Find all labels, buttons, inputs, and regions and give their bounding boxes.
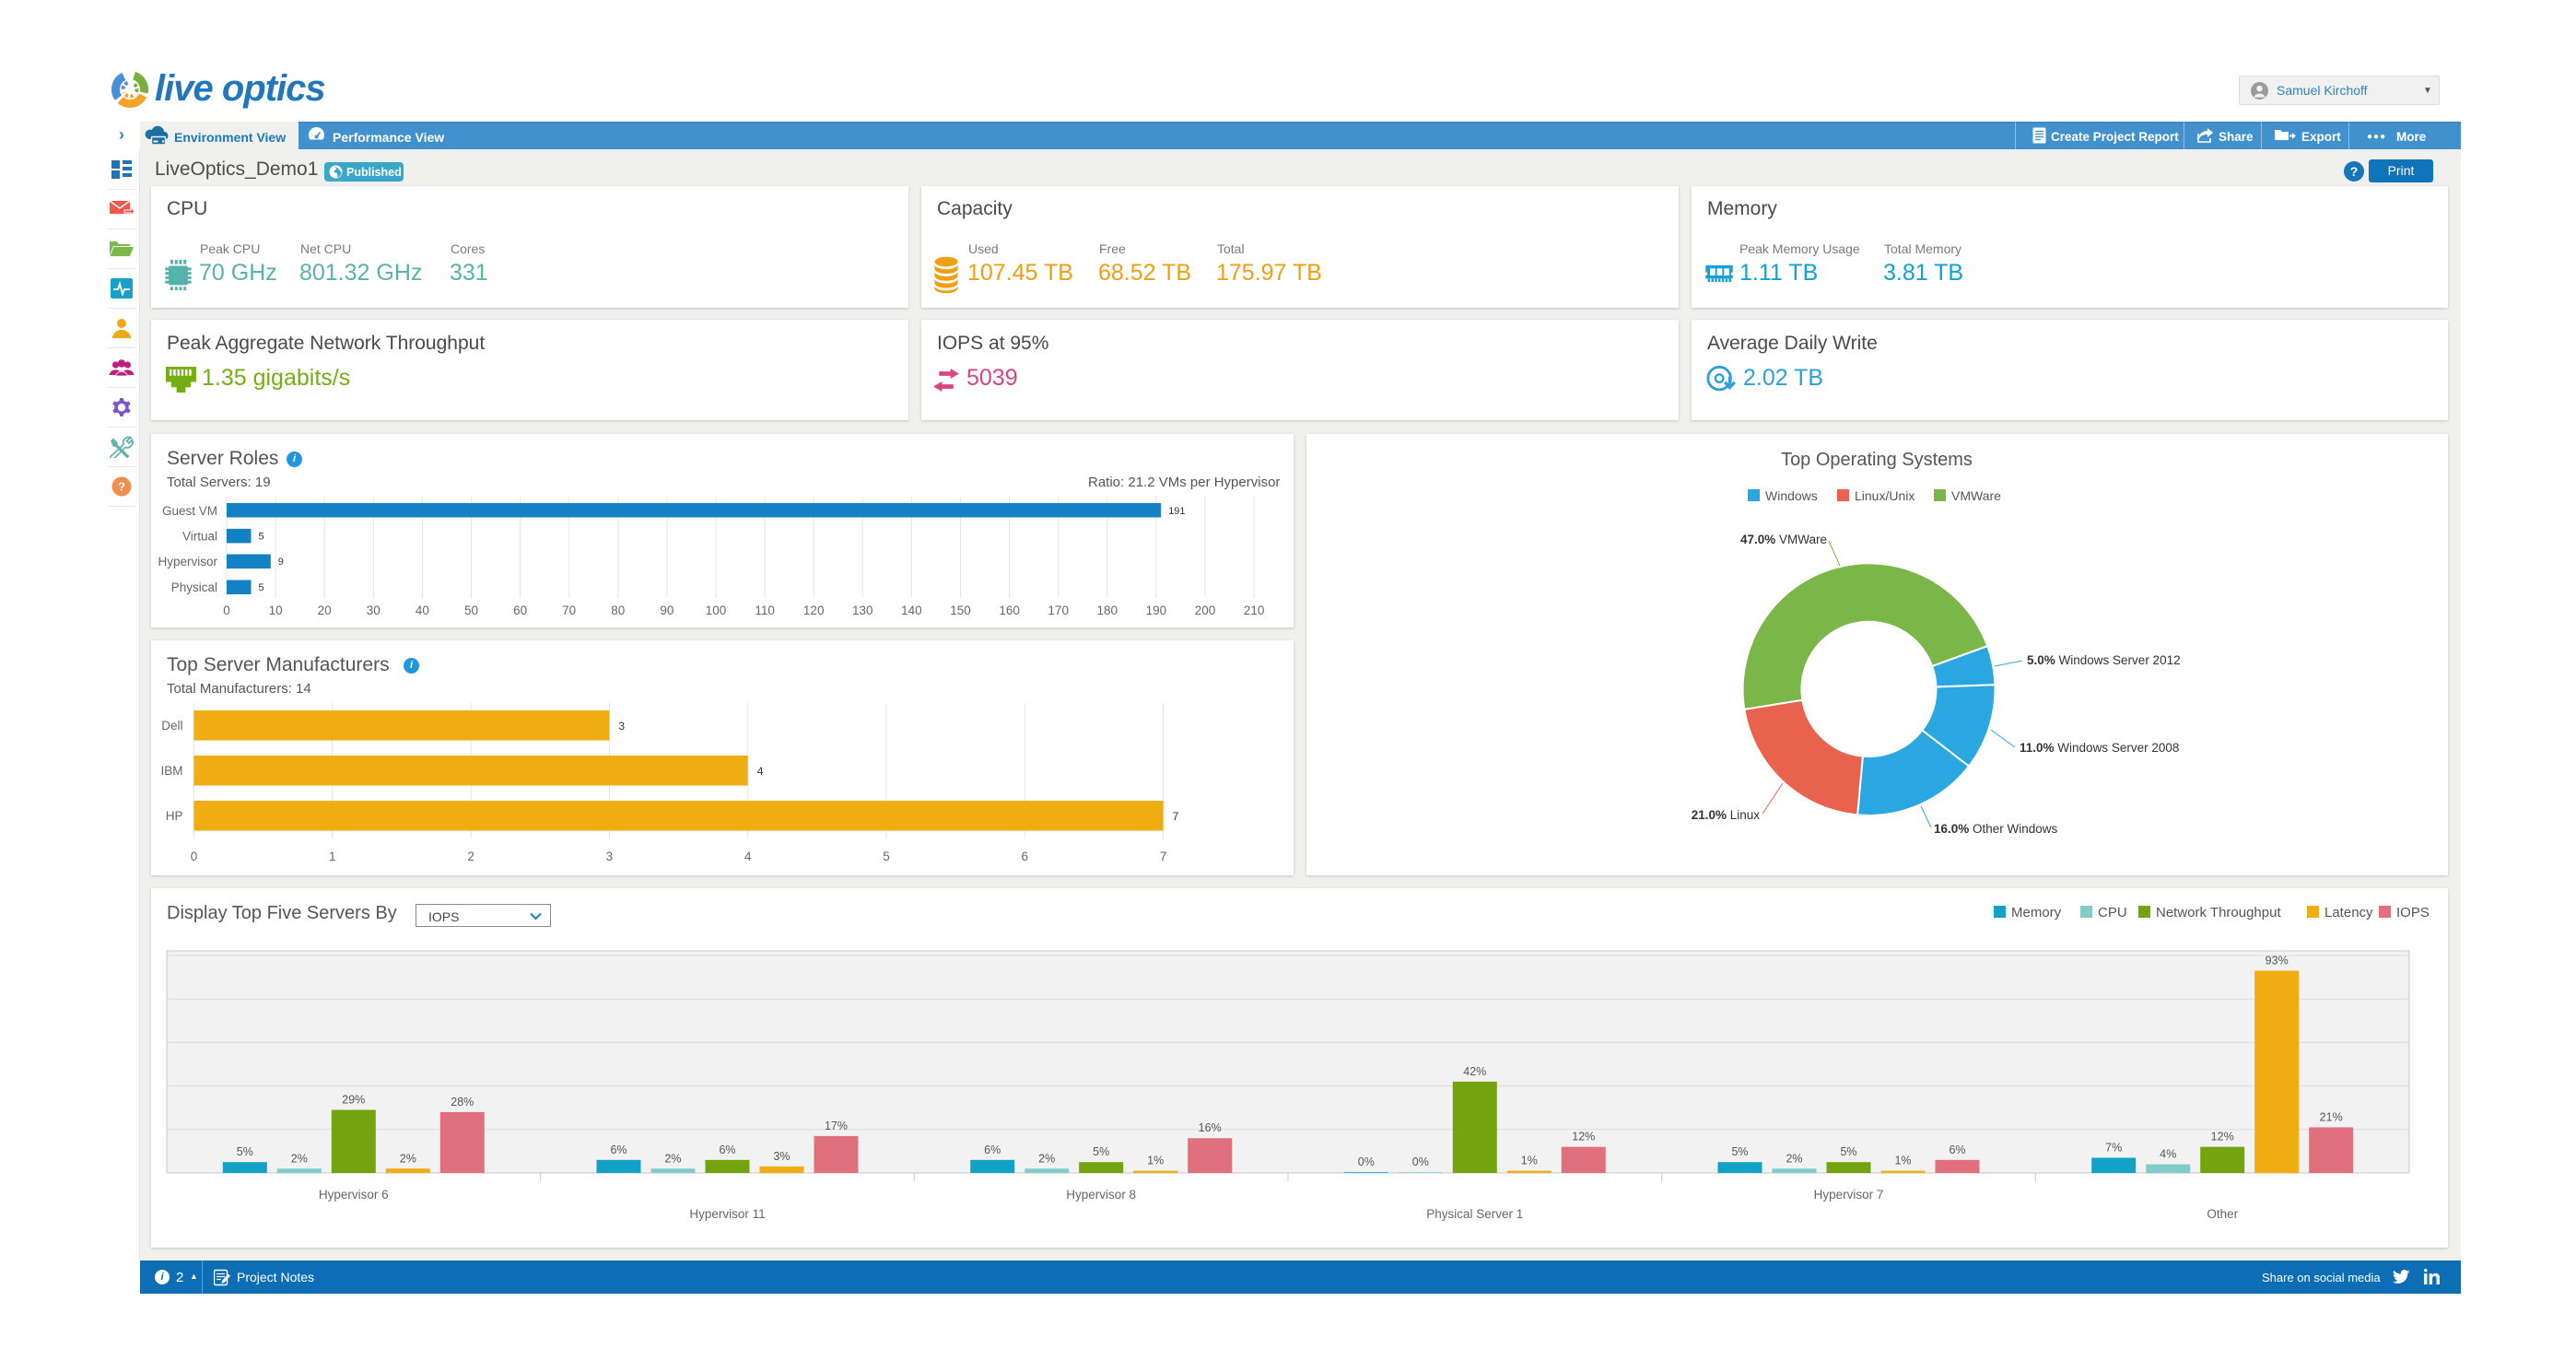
svg-text:0%: 0% (1358, 1155, 1375, 1168)
svg-text:190: 190 (1146, 604, 1167, 617)
svg-text:Hypervisor 7: Hypervisor 7 (1814, 1188, 1884, 1202)
svg-text:130: 130 (852, 604, 873, 617)
svg-text:Memory: Memory (2011, 905, 2062, 921)
svg-text:Hypervisor 6: Hypervisor 6 (319, 1188, 389, 1202)
svg-text:120: 120 (803, 604, 825, 617)
svg-text:21.0% Linux: 21.0% Linux (1692, 808, 1761, 822)
svg-text:16.0% Other Windows: 16.0% Other Windows (1934, 822, 2058, 836)
svg-text:21%: 21% (2320, 1110, 2343, 1123)
svg-text:6%: 6% (1949, 1143, 1965, 1156)
svg-text:1: 1 (329, 850, 336, 863)
svg-text:0%: 0% (1412, 1155, 1429, 1168)
svg-text:IOPS: IOPS (2396, 905, 2430, 921)
svg-text:9: 9 (278, 557, 284, 568)
svg-text:4: 4 (757, 765, 764, 778)
svg-text:6: 6 (1022, 850, 1029, 863)
svg-text:5.0% Windows Server 2012: 5.0% Windows Server 2012 (2027, 653, 2181, 667)
svg-text:Windows: Windows (1765, 488, 1818, 503)
svg-text:Guest VM: Guest VM (162, 504, 217, 518)
svg-text:20: 20 (318, 604, 332, 617)
svg-text:5: 5 (259, 582, 264, 593)
svg-text:42%: 42% (1463, 1065, 1486, 1078)
svg-text:10: 10 (269, 604, 283, 617)
svg-text:191: 191 (1168, 506, 1185, 517)
svg-text:Other: Other (2207, 1207, 2238, 1221)
svg-text:70: 70 (562, 604, 576, 617)
svg-text:5%: 5% (1093, 1145, 1109, 1158)
svg-text:12%: 12% (2211, 1131, 2234, 1143)
svg-text:5%: 5% (1731, 1145, 1748, 1158)
svg-text:2%: 2% (1038, 1152, 1055, 1165)
svg-text:4%: 4% (2160, 1148, 2176, 1161)
svg-text:5: 5 (883, 850, 890, 863)
svg-text:1%: 1% (1521, 1155, 1538, 1167)
svg-text:0: 0 (223, 604, 230, 617)
svg-text:1%: 1% (1894, 1155, 1911, 1167)
svg-text:40: 40 (416, 604, 429, 617)
svg-text:2%: 2% (1786, 1152, 1802, 1165)
svg-text:Dell: Dell (161, 719, 182, 733)
svg-text:30: 30 (367, 604, 381, 617)
svg-text:200: 200 (1195, 604, 1216, 617)
svg-text:Network Throughput: Network Throughput (2156, 905, 2281, 921)
svg-text:50: 50 (464, 604, 478, 617)
svg-text:2%: 2% (664, 1152, 681, 1165)
svg-text:60: 60 (513, 604, 527, 617)
svg-text:2%: 2% (400, 1152, 416, 1165)
svg-text:16%: 16% (1199, 1121, 1222, 1134)
svg-text:1%: 1% (1147, 1155, 1164, 1167)
svg-text:3: 3 (618, 720, 625, 733)
svg-text:170: 170 (1048, 604, 1069, 617)
svg-text:6%: 6% (719, 1143, 735, 1156)
svg-text:80: 80 (611, 604, 625, 617)
svg-text:IBM: IBM (160, 764, 182, 778)
svg-text:5%: 5% (237, 1145, 253, 1158)
svg-text:110: 110 (755, 604, 775, 617)
svg-text:7: 7 (1160, 850, 1167, 863)
svg-text:0: 0 (191, 850, 198, 863)
svg-text:29%: 29% (342, 1094, 365, 1107)
svg-text:Linux/Unix: Linux/Unix (1855, 488, 1914, 503)
svg-text:CPU: CPU (2098, 905, 2127, 921)
svg-text:?: ? (118, 480, 125, 494)
svg-text:Hypervisor 11: Hypervisor 11 (689, 1207, 765, 1221)
svg-text:Hypervisor 8: Hypervisor 8 (1066, 1188, 1136, 1202)
svg-text:12%: 12% (1572, 1131, 1595, 1143)
svg-text:HP: HP (166, 809, 183, 823)
svg-text:7: 7 (1173, 810, 1179, 823)
svg-text:Hypervisor: Hypervisor (158, 555, 217, 569)
svg-text:Virtual: Virtual (182, 530, 217, 544)
svg-text:210: 210 (1244, 604, 1265, 617)
svg-text:4: 4 (744, 850, 752, 863)
svg-text:3: 3 (606, 850, 614, 863)
svg-text:5%: 5% (1840, 1145, 1856, 1158)
svg-text:7%: 7% (2105, 1142, 2122, 1155)
svg-text:Top Operating Systems: Top Operating Systems (1781, 450, 1973, 470)
svg-text:90: 90 (660, 604, 673, 617)
svg-text:11.0% Windows Server 2008: 11.0% Windows Server 2008 (2020, 741, 2179, 755)
svg-text:160: 160 (999, 604, 1020, 617)
svg-text:180: 180 (1097, 604, 1118, 617)
svg-text:VMWare: VMWare (1951, 488, 2001, 503)
svg-text:140: 140 (901, 604, 922, 617)
svg-text:Physical Server 1: Physical Server 1 (1426, 1207, 1523, 1221)
svg-text:2: 2 (467, 850, 474, 863)
svg-text:93%: 93% (2266, 955, 2289, 967)
svg-text:2%: 2% (291, 1152, 308, 1165)
svg-text:5: 5 (259, 532, 264, 543)
svg-text:Latency: Latency (2324, 905, 2373, 921)
svg-text:3%: 3% (773, 1150, 790, 1163)
svg-text:100: 100 (706, 604, 727, 617)
svg-text:6%: 6% (984, 1143, 1001, 1156)
svg-text:47.0% VMWare: 47.0% VMWare (1740, 533, 1827, 546)
svg-text:Physical: Physical (171, 580, 217, 594)
svg-text:150: 150 (950, 604, 971, 617)
svg-text:6%: 6% (610, 1143, 626, 1156)
svg-text:28%: 28% (451, 1096, 474, 1108)
svg-text:17%: 17% (825, 1120, 848, 1132)
